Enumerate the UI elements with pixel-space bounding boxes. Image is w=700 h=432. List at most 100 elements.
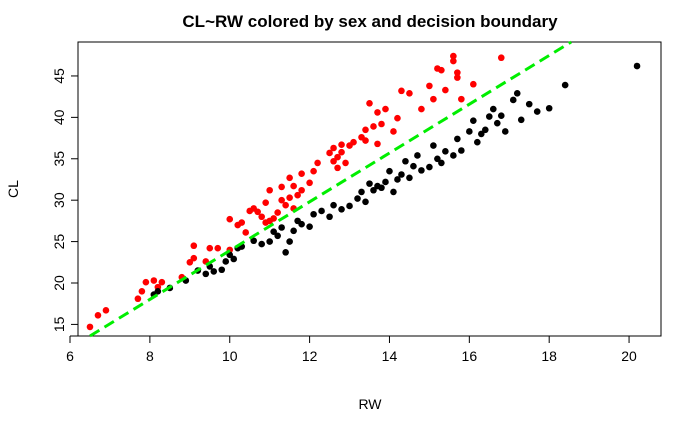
data-point: [406, 90, 413, 97]
data-point: [266, 238, 273, 245]
data-point: [354, 195, 361, 202]
data-point: [342, 159, 349, 167]
data-point: [294, 191, 301, 199]
data-point: [497, 54, 505, 62]
data-point: [206, 244, 214, 252]
data-point: [286, 174, 293, 182]
data-point: [326, 149, 333, 157]
plot-frame: [77, 41, 662, 337]
data-point: [310, 210, 317, 218]
data-point: [454, 74, 461, 81]
series-1: [150, 62, 641, 298]
x-tick-label: 10: [222, 348, 238, 364]
data-point: [290, 182, 297, 190]
data-point: [258, 240, 265, 248]
data-point: [210, 268, 218, 275]
data-point: [450, 52, 457, 60]
data-point: [430, 95, 437, 103]
data-point: [306, 223, 313, 230]
data-point: [454, 135, 461, 143]
data-point: [374, 109, 381, 116]
data-point: [190, 254, 198, 262]
data-point: [230, 255, 238, 263]
data-point: [533, 108, 541, 115]
data-point: [134, 295, 142, 303]
data-point: [266, 186, 273, 194]
data-point: [458, 95, 465, 103]
data-point: [306, 179, 313, 187]
data-point: [470, 80, 477, 88]
data-point: [525, 100, 533, 108]
data-point: [254, 208, 261, 216]
data-point: [274, 232, 281, 240]
data-point: [138, 287, 146, 295]
data-point: [386, 167, 393, 175]
data-point: [406, 174, 413, 182]
x-tick-label: 6: [66, 348, 74, 364]
chart-title: CL~RW colored by sex and decision bounda…: [182, 12, 558, 31]
data-point: [390, 128, 397, 135]
data-point: [418, 167, 425, 174]
data-point: [509, 96, 517, 104]
data-point: [330, 157, 337, 165]
data-point: [370, 186, 377, 194]
decision-boundary-line: [89, 40, 572, 338]
data-point: [330, 201, 337, 209]
y-tick-label: 40: [51, 109, 67, 125]
data-point: [258, 213, 265, 221]
data-point: [382, 178, 389, 186]
data-point: [350, 138, 357, 146]
data-point: [398, 87, 405, 95]
data-point: [282, 201, 289, 209]
data-point: [410, 162, 417, 170]
data-point: [493, 119, 501, 127]
data-point: [517, 116, 525, 124]
data-point: [426, 163, 433, 171]
data-point: [282, 249, 289, 256]
data-point: [362, 137, 369, 144]
data-point: [150, 277, 158, 284]
data-point: [314, 159, 321, 167]
data-point: [190, 242, 198, 250]
data-point: [202, 270, 210, 278]
data-point: [362, 126, 369, 134]
data-points: [86, 52, 641, 331]
data-point: [430, 142, 437, 149]
data-point: [470, 117, 477, 124]
data-point: [238, 219, 246, 226]
data-point: [458, 147, 465, 154]
data-point: [326, 213, 333, 221]
data-point: [454, 69, 461, 76]
data-point: [250, 237, 257, 245]
data-point: [278, 224, 285, 231]
data-point: [497, 112, 505, 120]
data-point: [298, 186, 305, 194]
x-tick-label: 18: [541, 348, 557, 364]
data-point: [334, 153, 341, 161]
data-point: [414, 152, 421, 159]
data-point: [489, 105, 497, 113]
data-point: [286, 238, 293, 245]
data-point: [398, 171, 405, 178]
data-point: [362, 198, 369, 206]
data-point: [346, 202, 353, 210]
data-point: [513, 90, 521, 97]
data-point: [338, 205, 345, 213]
data-point: [242, 229, 250, 236]
data-point: [402, 157, 409, 165]
data-point: [390, 188, 397, 196]
data-point: [186, 258, 194, 266]
data-point: [418, 105, 425, 113]
data-point: [142, 278, 150, 286]
data-point: [442, 86, 449, 94]
data-point: [370, 123, 377, 130]
x-tick-label: 20: [621, 348, 637, 364]
data-point: [485, 113, 493, 120]
data-point: [222, 258, 230, 265]
data-point: [378, 120, 385, 128]
data-point: [262, 199, 269, 206]
data-point: [394, 114, 401, 122]
data-point: [545, 104, 553, 112]
data-point: [474, 138, 481, 146]
data-point: [338, 148, 345, 156]
